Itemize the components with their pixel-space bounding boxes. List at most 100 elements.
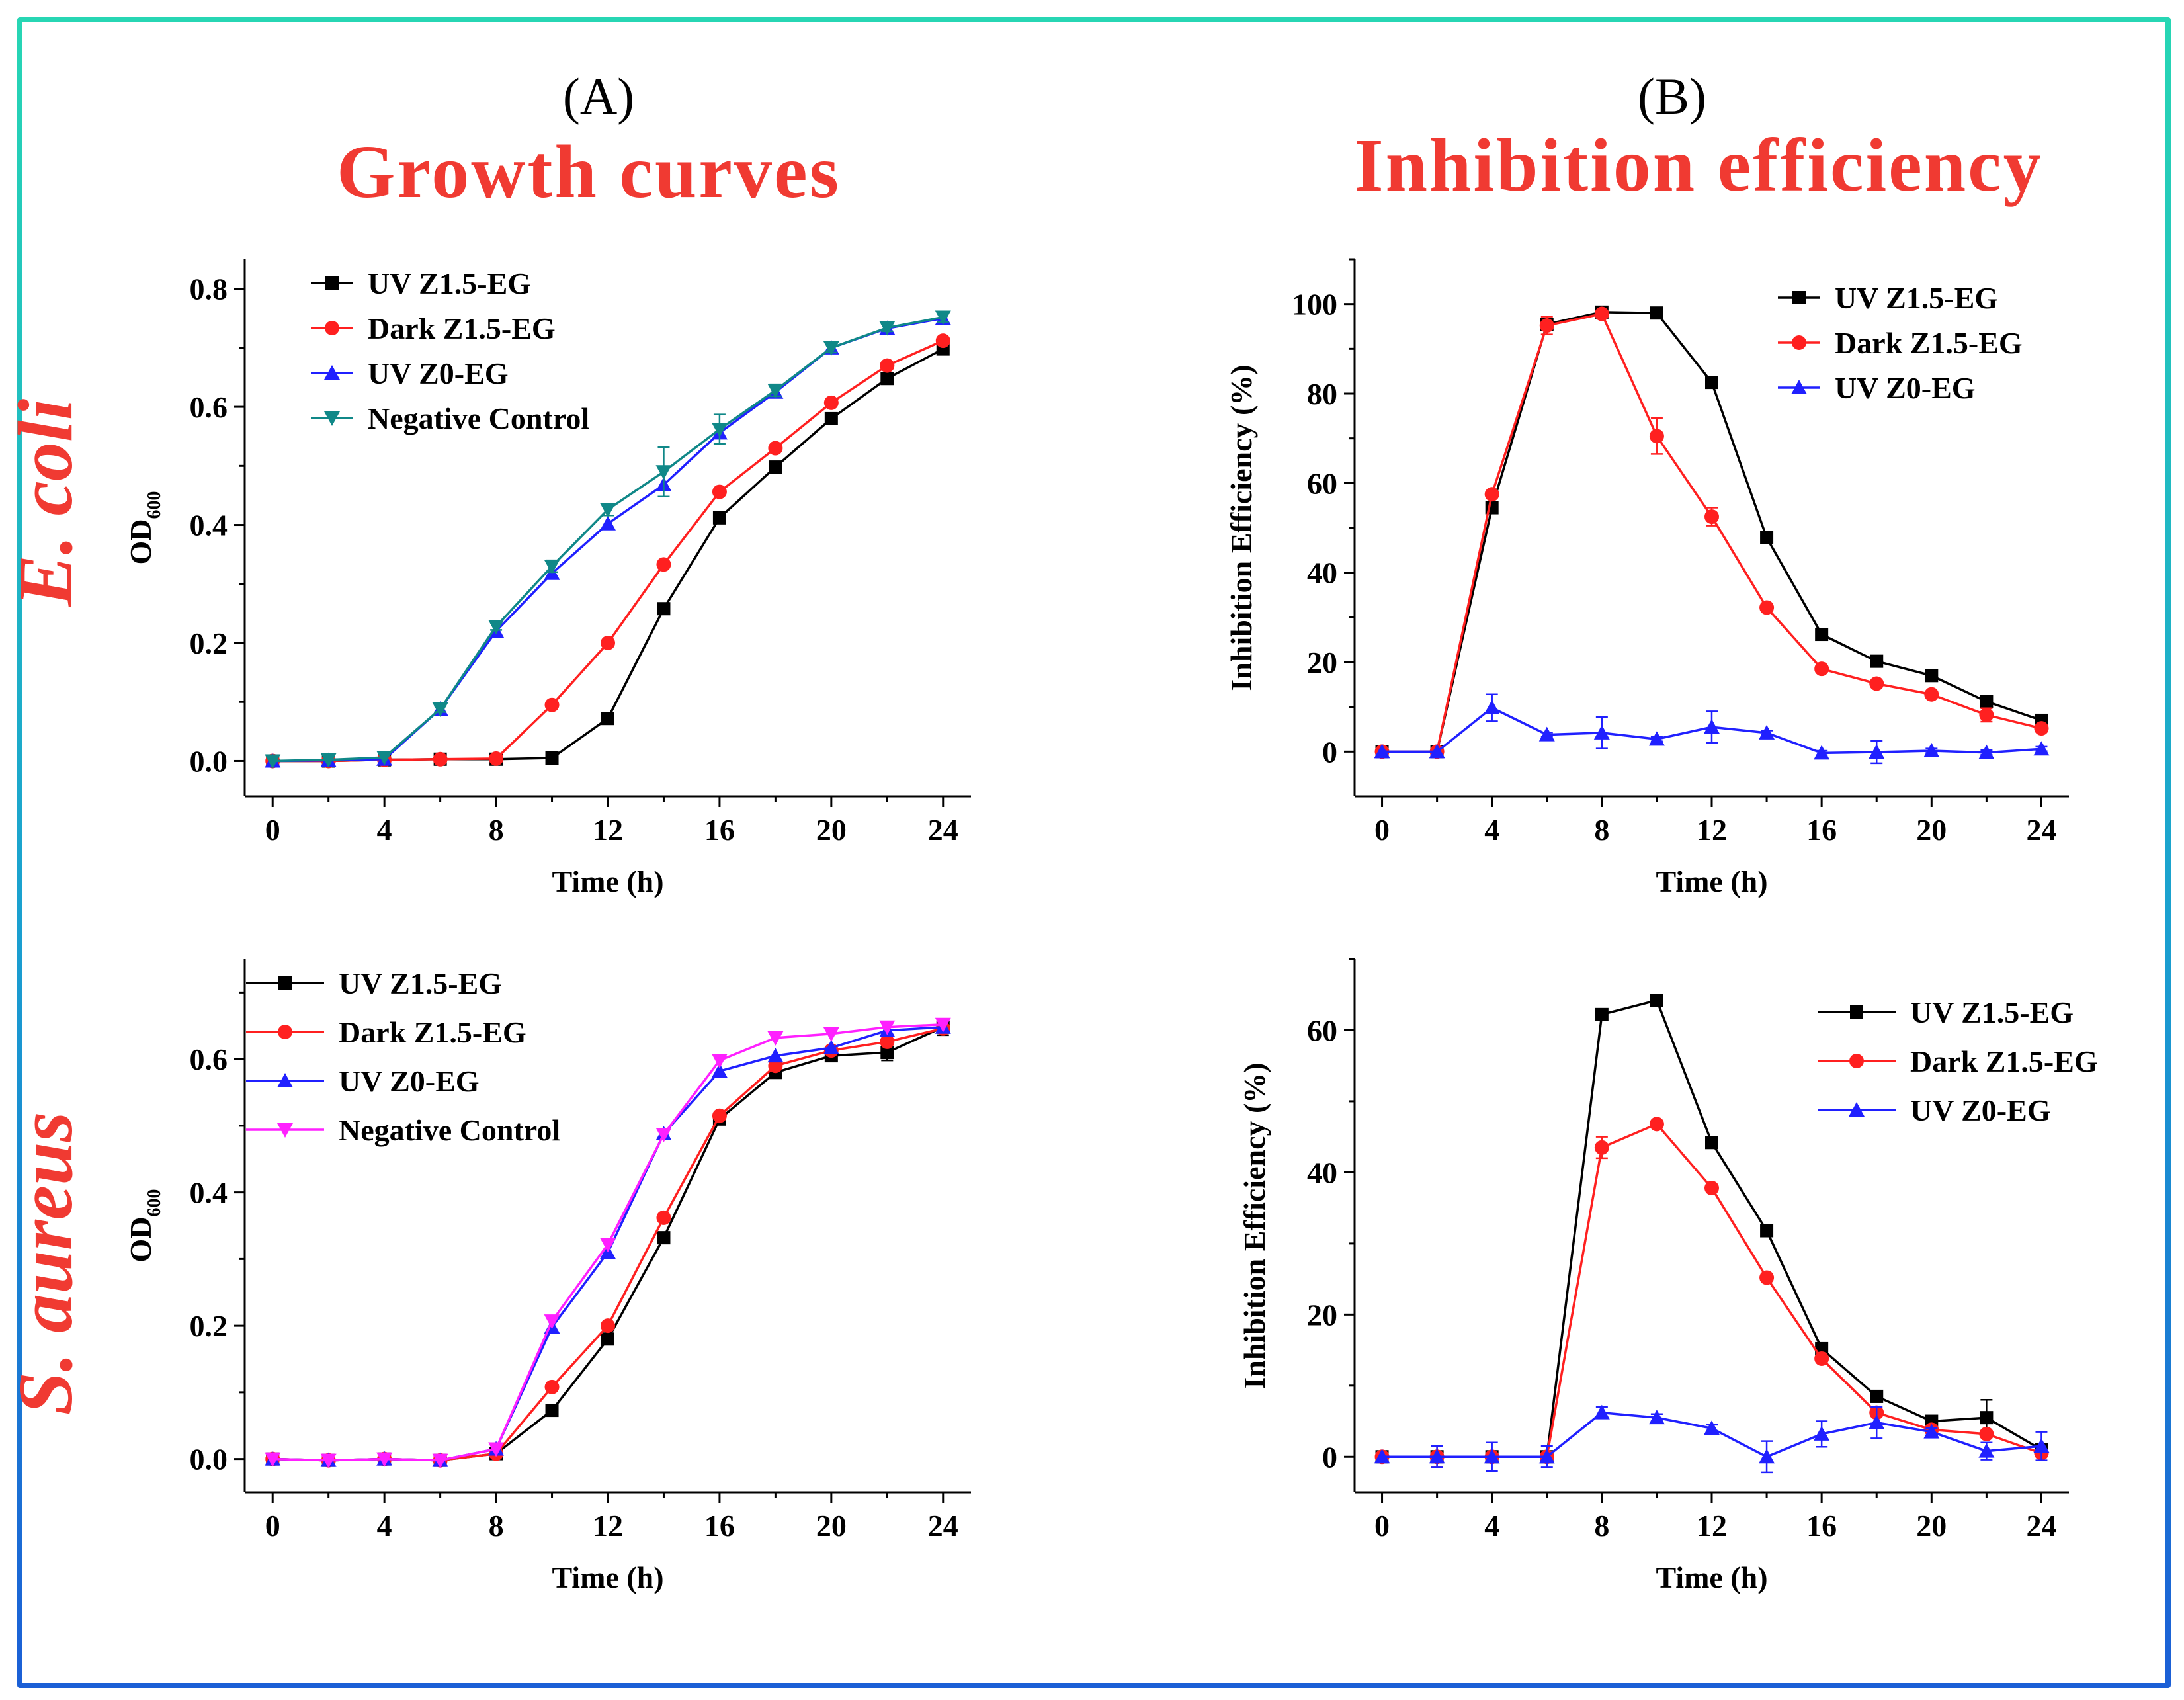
data-point bbox=[1814, 661, 1829, 677]
data-point bbox=[1704, 719, 1720, 734]
data-point bbox=[1429, 744, 1445, 759]
figure-border bbox=[17, 17, 2171, 1688]
y-tick-label: 0.2 bbox=[190, 626, 228, 660]
data-point bbox=[1760, 1224, 1774, 1238]
data-point bbox=[1539, 318, 1554, 333]
y-tick-label: 40 bbox=[1307, 1156, 1337, 1189]
data-point bbox=[935, 1017, 951, 1033]
data-point bbox=[2033, 741, 2050, 756]
data-point bbox=[1538, 1449, 1555, 1464]
y-tick-label: 0.6 bbox=[190, 1042, 228, 1076]
x-tick-label: 16 bbox=[1806, 813, 1837, 847]
y-tick-label: 20 bbox=[1307, 1298, 1337, 1332]
y-tick-label: 100 bbox=[1292, 288, 1337, 321]
legend-marker bbox=[1791, 380, 1807, 394]
x-tick-label: 4 bbox=[377, 813, 392, 847]
y-tick-label: 0.0 bbox=[190, 1443, 228, 1476]
series-dark-z1-5-eg bbox=[265, 333, 950, 769]
x-tick-label: 0 bbox=[1374, 813, 1390, 847]
x-tick-label: 24 bbox=[2026, 1509, 2056, 1543]
x-tick-label: 24 bbox=[2026, 813, 2056, 847]
data-point bbox=[601, 712, 614, 726]
data-point bbox=[655, 465, 672, 480]
data-point bbox=[1759, 600, 1775, 615]
legend-label: Negative Control bbox=[339, 1113, 560, 1147]
data-point bbox=[265, 754, 281, 769]
data-point bbox=[1869, 744, 1885, 759]
legend-label: Dark Z1.5-EG bbox=[368, 312, 556, 345]
data-point bbox=[265, 1452, 281, 1467]
data-point bbox=[823, 1039, 839, 1054]
data-point bbox=[768, 441, 783, 456]
y-axis-label: Inhibition Efficiency (%) bbox=[1224, 364, 1258, 691]
legend-marker bbox=[324, 411, 340, 426]
data-point bbox=[1649, 1117, 1664, 1132]
y-tick-label: 0 bbox=[1322, 1440, 1337, 1474]
data-point bbox=[823, 395, 839, 410]
legend-label: UV Z1.5-EG bbox=[1835, 281, 1998, 315]
panel-b-label: (B) bbox=[1638, 67, 1706, 125]
data-point bbox=[601, 636, 615, 650]
legend-marker bbox=[1849, 1102, 1865, 1117]
data-point bbox=[376, 751, 393, 766]
x-tick-label: 12 bbox=[1697, 813, 1727, 847]
data-point bbox=[657, 602, 671, 616]
x-axis-label: Time (h) bbox=[552, 1560, 663, 1594]
legend-label: UV Z0-EG bbox=[1835, 371, 1976, 405]
data-point bbox=[879, 1020, 896, 1035]
data-point bbox=[544, 1379, 560, 1394]
legend-label: UV Z0-EG bbox=[368, 357, 509, 390]
data-point bbox=[1869, 1414, 1885, 1429]
data-point bbox=[1814, 1351, 1829, 1366]
data-point bbox=[1980, 695, 1994, 708]
data-point bbox=[767, 1048, 784, 1063]
data-point bbox=[1594, 306, 1609, 321]
legend-label: Dark Z1.5-EG bbox=[1910, 1044, 2098, 1078]
legend-marker bbox=[1849, 1054, 1864, 1068]
x-axis-label: Time (h) bbox=[1656, 1560, 1767, 1594]
data-point bbox=[432, 702, 448, 717]
data-point bbox=[767, 384, 784, 399]
y-axis-label: OD600 bbox=[124, 491, 165, 565]
data-point bbox=[1980, 1411, 1994, 1425]
x-tick-label: 12 bbox=[1697, 1509, 1727, 1543]
x-tick-label: 0 bbox=[265, 813, 280, 847]
data-point bbox=[1593, 1404, 1610, 1420]
legend-marker bbox=[1792, 335, 1806, 350]
x-tick-label: 12 bbox=[593, 1509, 623, 1543]
data-point bbox=[600, 515, 616, 531]
x-tick-label: 16 bbox=[704, 813, 735, 847]
data-point bbox=[376, 1452, 393, 1467]
legend-marker bbox=[1850, 1005, 1863, 1019]
panel-a-label: (A) bbox=[563, 67, 634, 125]
data-point bbox=[655, 1127, 672, 1142]
data-point bbox=[544, 560, 560, 574]
x-tick-label: 20 bbox=[1916, 813, 1947, 847]
legend-label: Dark Z1.5-EG bbox=[339, 1015, 526, 1049]
data-point bbox=[544, 1314, 560, 1330]
legend-label: UV Z0-EG bbox=[339, 1064, 480, 1098]
chart-ecoli-growth: 0 4 8 12 16 20 24 0.0 0.2 0.4 0.6 0.8 Time (h) OD600 U… bbox=[124, 259, 971, 898]
series-uv-z0-eg bbox=[1374, 1404, 2050, 1474]
data-point bbox=[712, 1108, 727, 1123]
chart-saureus-growth: 0 4 8 12 16 20 24 0.0 0.2 0.4 0.6 Time (h) OD600 UV Z… bbox=[124, 959, 971, 1594]
y-tick-label: 0 bbox=[1322, 735, 1337, 769]
panel-a-title: Growth curves bbox=[337, 130, 841, 214]
data-point bbox=[320, 753, 337, 768]
legend-marker bbox=[278, 1025, 292, 1039]
series-dark-z1-5-eg bbox=[1374, 1117, 2049, 1468]
data-point bbox=[432, 1453, 448, 1468]
legend-label: Dark Z1.5-EG bbox=[1835, 326, 2023, 360]
data-point bbox=[767, 1031, 784, 1046]
data-point bbox=[1648, 731, 1665, 746]
data-point bbox=[1924, 687, 1939, 702]
data-point bbox=[824, 411, 838, 425]
data-point bbox=[769, 460, 782, 474]
data-point bbox=[880, 358, 895, 373]
x-tick-label: 12 bbox=[593, 813, 623, 847]
data-point bbox=[2034, 721, 2049, 736]
data-point bbox=[1374, 744, 1390, 759]
legend-marker bbox=[324, 365, 340, 380]
data-point bbox=[1594, 1140, 1609, 1155]
data-point bbox=[545, 751, 559, 765]
